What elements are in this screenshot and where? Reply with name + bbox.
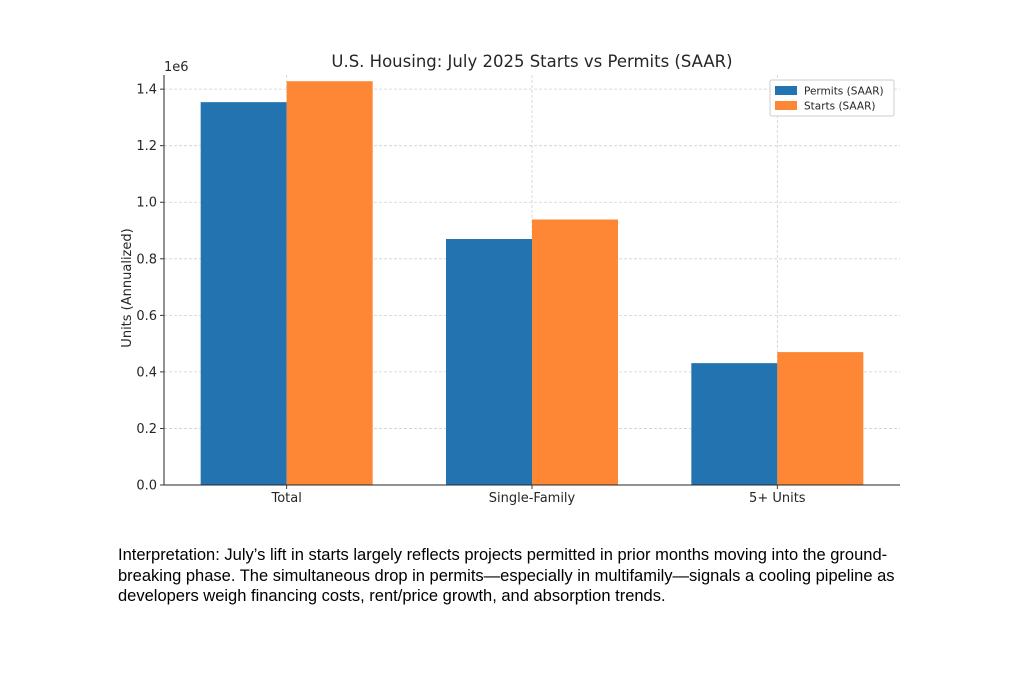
legend-box	[769, 79, 895, 117]
y-tick-label: 0.8	[136, 252, 157, 267]
y-axis-offset-label: 1e6	[164, 60, 189, 75]
legend-label: Starts (SAAR)	[804, 101, 875, 113]
y-tick-label: 1.0	[136, 196, 157, 211]
x-tick-label: 5+ Units	[749, 491, 806, 506]
y-axis-label: Units (Annualized)	[120, 228, 135, 347]
y-tick-label: 1.4	[136, 83, 157, 98]
bars	[200, 81, 864, 485]
bar-permits-total	[200, 102, 287, 485]
x-tick-label: Single-Family	[489, 491, 576, 506]
bar-permits-single-family	[446, 239, 532, 485]
y-tick-label: 0.2	[136, 422, 157, 437]
chart-title: U.S. Housing: July 2025 Starts vs Permit…	[331, 52, 732, 71]
bar-permits-5-units	[691, 363, 778, 485]
y-tick-label: 0.4	[136, 365, 157, 380]
y-tick-label: 0.6	[136, 309, 157, 324]
legend-label: Permits (SAAR)	[804, 86, 884, 98]
x-tick-label: Total	[270, 491, 301, 506]
axes: 0.0 0.2 0.4 0.6 0.8 1.0 1.2 1.4 Total Single-Fami…	[136, 75, 900, 506]
y-tick-label: 0.0	[136, 479, 157, 494]
interpretation-text: Interpretation: July’s lift in starts la…	[118, 546, 895, 605]
bar-starts-single-family	[532, 219, 618, 485]
y-tick-label: 1.2	[136, 139, 157, 154]
legend-swatch	[775, 101, 797, 110]
legend-swatch	[775, 86, 797, 95]
bar-starts-total	[286, 81, 373, 485]
legend: Permits (SAAR) Starts (SAAR)	[769, 79, 895, 117]
bar-starts-5-units	[777, 352, 864, 485]
